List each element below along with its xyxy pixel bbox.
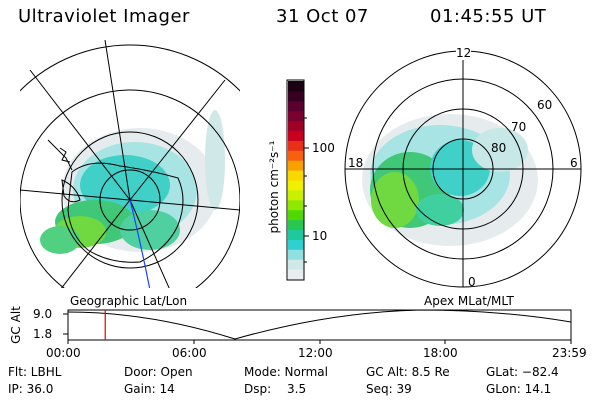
mlt-label-12: 12 — [456, 46, 472, 60]
colorbar-band — [288, 269, 304, 280]
colorbar-tick-10: 10 — [312, 229, 328, 243]
right-panel-label: Apex MLat/MLT — [424, 294, 514, 308]
dsp-value: 3.5 — [287, 382, 307, 396]
gc-alt-info: GC Alt: 8.5 Re — [366, 365, 450, 379]
colorbar-band — [288, 229, 304, 240]
colorbar-band — [288, 209, 304, 221]
peninsula-coast — [61, 179, 81, 203]
altitude-curve — [67, 309, 572, 340]
colorbar-band — [288, 110, 304, 122]
colorbar-band — [288, 150, 304, 161]
colorbar-band — [288, 170, 304, 181]
polar-grid — [344, 50, 582, 288]
altitude-timeline — [63, 309, 572, 344]
timeline-xtick-0: 00:00 — [46, 346, 81, 360]
mode-info: Mode: Normal — [244, 365, 328, 379]
lat-label-80: 80 — [491, 141, 507, 155]
instrument-title: Ultraviolet Imager — [18, 6, 190, 27]
reference-meridian — [129, 199, 151, 288]
colorbar-band — [288, 259, 304, 270]
colorbar-band — [288, 219, 304, 230]
lat-label-60: 60 — [537, 98, 553, 112]
timeline-xtick-1: 06:00 — [172, 346, 207, 360]
longitude-lines — [20, 40, 240, 288]
ip-info: IP: 36.0 — [8, 382, 54, 396]
colorbar-band — [288, 239, 304, 250]
colorbar-band — [288, 100, 304, 112]
colorbar-band — [288, 249, 304, 260]
lat-label-70: 70 — [511, 120, 527, 134]
time-label: 01:45:55 UT — [430, 6, 547, 27]
latitude-circles — [20, 44, 240, 288]
south-america-coast — [47, 139, 73, 171]
door-info: Door: Open — [124, 365, 193, 379]
mlt-label-18: 18 — [348, 156, 364, 170]
colorbar-band — [288, 180, 304, 191]
colorbar — [286, 79, 309, 281]
colorbar-band — [288, 90, 304, 102]
colorbar-tick-100: 100 — [312, 141, 335, 155]
dsp-label: Dsp: — [244, 382, 272, 396]
timeline-y-label: GC Alt — [9, 306, 23, 344]
date-label: 31 Oct 07 — [276, 6, 369, 27]
mlt-label-6: 6 — [570, 156, 578, 170]
colorbar-band — [288, 140, 304, 151]
colorbar-band — [288, 189, 304, 201]
filter-info: Flt: LBHL — [8, 365, 62, 379]
mlt-label-0: 0 — [468, 275, 476, 289]
glat-info: GLat: −82.4 — [486, 365, 559, 379]
timeline-xtick-3: 18:00 — [423, 346, 458, 360]
seq-info: Seq: 39 — [366, 382, 412, 396]
geographic-map — [20, 40, 240, 288]
colorbar-band — [288, 120, 304, 131]
left-panel-label: Geographic Lat/Lon — [70, 294, 188, 308]
colorbar-unit-label: photon cm⁻²s⁻¹ — [267, 140, 281, 234]
glon-info: GLon: 14.1 — [486, 382, 552, 396]
timeline-ticks — [67, 340, 572, 344]
timeline-ytick-high: 9.0 — [33, 307, 53, 321]
timeline-xtick-2: 12:00 — [298, 346, 333, 360]
timeline-ytick-low: 1.8 — [33, 327, 53, 341]
colorbar-band — [288, 130, 304, 141]
colorbar-band — [288, 81, 304, 92]
colorbar-band — [288, 160, 304, 171]
gain-info: Gain: 14 — [124, 382, 175, 396]
timeline-xtick-4: 23:59 — [552, 346, 587, 360]
colorbar-band — [288, 199, 304, 211]
